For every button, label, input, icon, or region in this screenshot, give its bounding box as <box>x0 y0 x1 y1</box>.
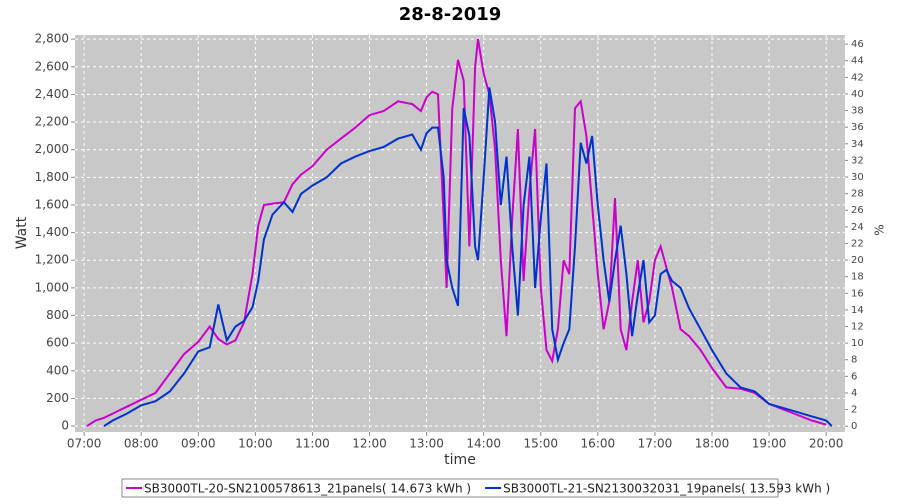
x-tick-label: 09:00 <box>181 437 216 451</box>
y2-tick-label: 34 <box>851 139 864 150</box>
y-tick-label: 1,400 <box>35 225 69 239</box>
y2-tick-label: 4 <box>851 388 857 399</box>
x-tick-label: 20:00 <box>809 437 844 451</box>
y-tick-label: 2,800 <box>35 32 69 46</box>
y2-tick-label: 28 <box>851 189 864 200</box>
y-tick-label: 2,200 <box>35 115 69 129</box>
x-tick-label: 17:00 <box>638 437 673 451</box>
y-axis-label: Watt <box>14 216 30 249</box>
series-line <box>103 87 833 427</box>
x-tick-label: 15:00 <box>523 437 558 451</box>
y2-tick-label: 42 <box>851 72 864 83</box>
y-tick-label: 1,000 <box>35 280 69 294</box>
y2-tick-label: 2 <box>851 405 857 416</box>
x-tick-label: 16:00 <box>581 437 616 451</box>
y-tick-label: 400 <box>46 363 69 377</box>
y-tick-label: 200 <box>46 391 69 405</box>
series-line <box>86 38 827 427</box>
y-tick-label: 1,800 <box>35 170 69 184</box>
y2-tick-label: 16 <box>851 288 864 299</box>
y2-tick-label: 0 <box>851 421 857 432</box>
y2-axis-label: % <box>873 224 887 235</box>
y2-tick-label: 26 <box>851 205 864 216</box>
y2-tick-label: 8 <box>851 355 857 366</box>
y2-tick-label: 36 <box>851 122 864 133</box>
x-tick-label: 07:00 <box>67 437 102 451</box>
x-tick-label: 11:00 <box>295 437 330 451</box>
y-tick-label: 1,200 <box>35 253 69 267</box>
x-tick-label: 12:00 <box>352 437 387 451</box>
y2-tick-label: 30 <box>851 172 864 183</box>
legend <box>121 478 779 498</box>
y-tick-label: 2,400 <box>35 87 69 101</box>
y2-tick-label: 24 <box>851 222 864 233</box>
y2-tick-label: 12 <box>851 322 864 333</box>
y-tick-label: 0 <box>61 419 69 433</box>
y2-tick-label: 22 <box>851 238 864 249</box>
y-tick-label: 600 <box>46 336 69 350</box>
x-tick-label: 19:00 <box>752 437 787 451</box>
y2-tick-label: 44 <box>851 56 864 67</box>
x-tick-label: 10:00 <box>238 437 273 451</box>
y2-tick-label: 32 <box>851 155 864 166</box>
x-tick-label: 13:00 <box>409 437 444 451</box>
y-tick-label: 2,600 <box>35 59 69 73</box>
legend-label: SB3000TL-21-SN2130032031_19panels( 13.59… <box>503 482 830 496</box>
y2-tick-label: 6 <box>851 371 857 382</box>
y2-tick-label: 14 <box>851 305 864 316</box>
legend-label: SB3000TL-20-SN2100578613_21panels( 14.67… <box>144 482 471 496</box>
x-axis-label: time <box>444 452 476 468</box>
y2-tick-label: 20 <box>851 255 864 266</box>
y2-tick-label: 18 <box>851 272 864 283</box>
x-tick-label: 18:00 <box>695 437 730 451</box>
y-tick-label: 800 <box>46 308 69 322</box>
y-tick-label: 1,600 <box>35 197 69 211</box>
x-tick-label: 08:00 <box>124 437 159 451</box>
chart-title: 28-8-2019 <box>399 4 502 25</box>
y2-tick-label: 10 <box>851 338 864 349</box>
y-tick-label: 2,000 <box>35 142 69 156</box>
y2-tick-label: 40 <box>851 89 864 100</box>
y2-tick-label: 38 <box>851 106 864 117</box>
x-tick-label: 14:00 <box>466 437 501 451</box>
y2-tick-label: 46 <box>851 39 864 50</box>
